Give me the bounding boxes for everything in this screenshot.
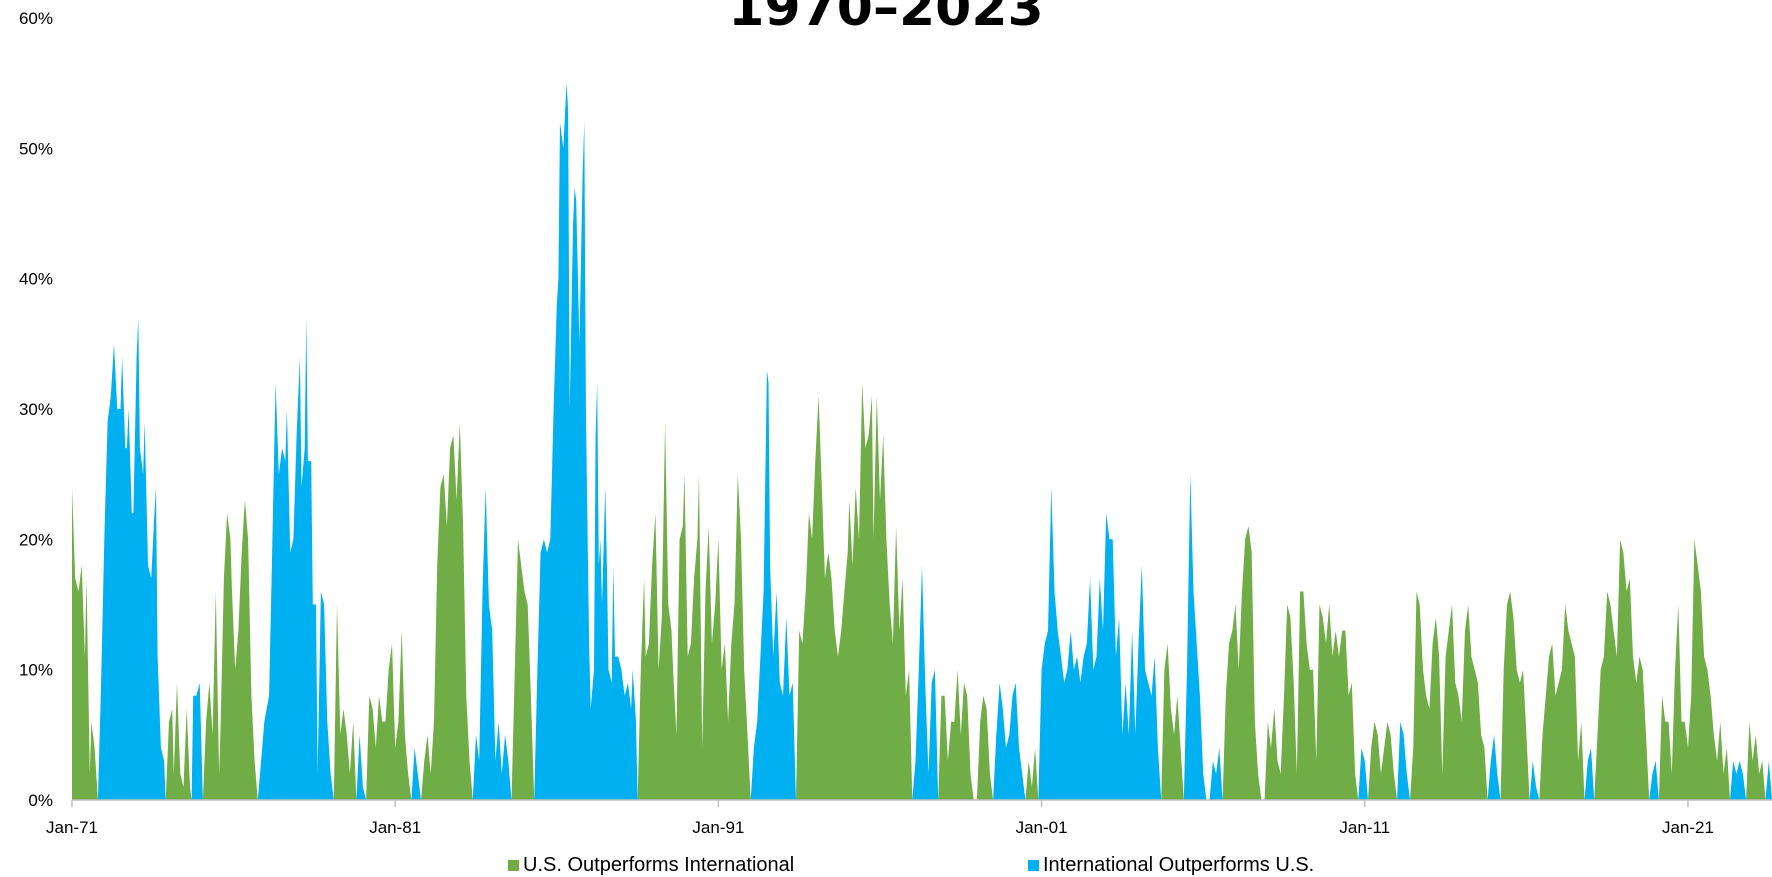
area-segment-26: [1222, 526, 1262, 800]
legend-label-international: International Outperforms U.S.: [1043, 853, 1315, 876]
area-segment-25: [1209, 747, 1223, 800]
y-tick-label: 60%: [19, 9, 53, 28]
area-segment-42: [1765, 760, 1772, 800]
area-segment-2: [165, 682, 192, 800]
area-segment-38: [1649, 760, 1659, 800]
x-tick-label: Jan-21: [1662, 818, 1714, 837]
x-tick-label: Jan-71: [46, 818, 98, 837]
y-tick-label: 50%: [19, 139, 53, 158]
area-segment-17: [912, 565, 939, 800]
y-tick-label: 0%: [28, 791, 53, 810]
area-segment-20: [993, 682, 1026, 800]
area-segment-39: [1658, 539, 1730, 800]
x-tick-label: Jan-01: [1016, 818, 1068, 837]
area-segment-10: [421, 422, 473, 800]
area-segment-16: [796, 382, 913, 800]
area-segment-34: [1529, 760, 1540, 800]
area-segment-4: [202, 500, 258, 800]
area-segment-41: [1746, 721, 1766, 800]
legend-label-us: U.S. Outperforms International: [523, 853, 795, 876]
area-segment-19: [976, 695, 994, 800]
area-segment-12: [511, 539, 535, 800]
area-segment-30: [1397, 721, 1410, 800]
area-segment-11: [472, 487, 512, 800]
y-tick-label: 20%: [19, 530, 53, 549]
y-tick-label: 30%: [19, 400, 53, 419]
area-segment-18: [938, 669, 974, 800]
legend-item-us: U.S. Outperforms International: [508, 853, 794, 877]
area-segment-7: [356, 734, 367, 800]
x-tick-label: Jan-81: [369, 818, 421, 837]
legend-swatch-green: [508, 859, 519, 871]
area-segment-36: [1584, 747, 1595, 800]
area-segment-31: [1410, 591, 1488, 800]
area-segment-9: [411, 747, 421, 800]
area-segment-35: [1539, 604, 1585, 800]
x-tick-label: Jan-91: [692, 818, 744, 837]
area-segment-8: [366, 630, 412, 800]
chart-title: 1970–2023: [728, 0, 1044, 38]
area-segment-3: [191, 682, 203, 800]
area-segment-40: [1730, 760, 1747, 800]
area-segment-15: [750, 369, 796, 800]
area-segment-1: [97, 317, 166, 800]
area-segment-0: [72, 487, 98, 800]
area-segment-32: [1487, 734, 1501, 800]
area-segment-13: [534, 83, 638, 800]
x-tick-label: Jan-11: [1339, 818, 1390, 837]
area-segment-28: [1358, 747, 1368, 800]
area-segment-6: [333, 604, 357, 800]
legend-swatch-blue: [1028, 859, 1039, 871]
area-segment-21: [1025, 747, 1039, 800]
area-segment-27: [1264, 591, 1359, 800]
y-tick-label: 40%: [19, 270, 53, 289]
area-segment-24: [1183, 474, 1207, 800]
y-tick-label: 10%: [19, 661, 53, 680]
area-segment-23: [1161, 643, 1184, 800]
area-segment-29: [1368, 721, 1398, 800]
area-series: [72, 83, 1772, 800]
axes: 0% 10% 20% 30% 40% 50% 60% Jan-71 Jan-81 Jan-91 Ja…: [19, 9, 1772, 837]
legend-item-international: International Outperforms U.S.: [1028, 853, 1314, 877]
area-segment-37: [1594, 539, 1650, 800]
area-segment-33: [1500, 591, 1530, 800]
area-segment-14: [637, 422, 751, 800]
area-segment-22: [1038, 487, 1162, 800]
area-segment-5: [257, 317, 334, 800]
